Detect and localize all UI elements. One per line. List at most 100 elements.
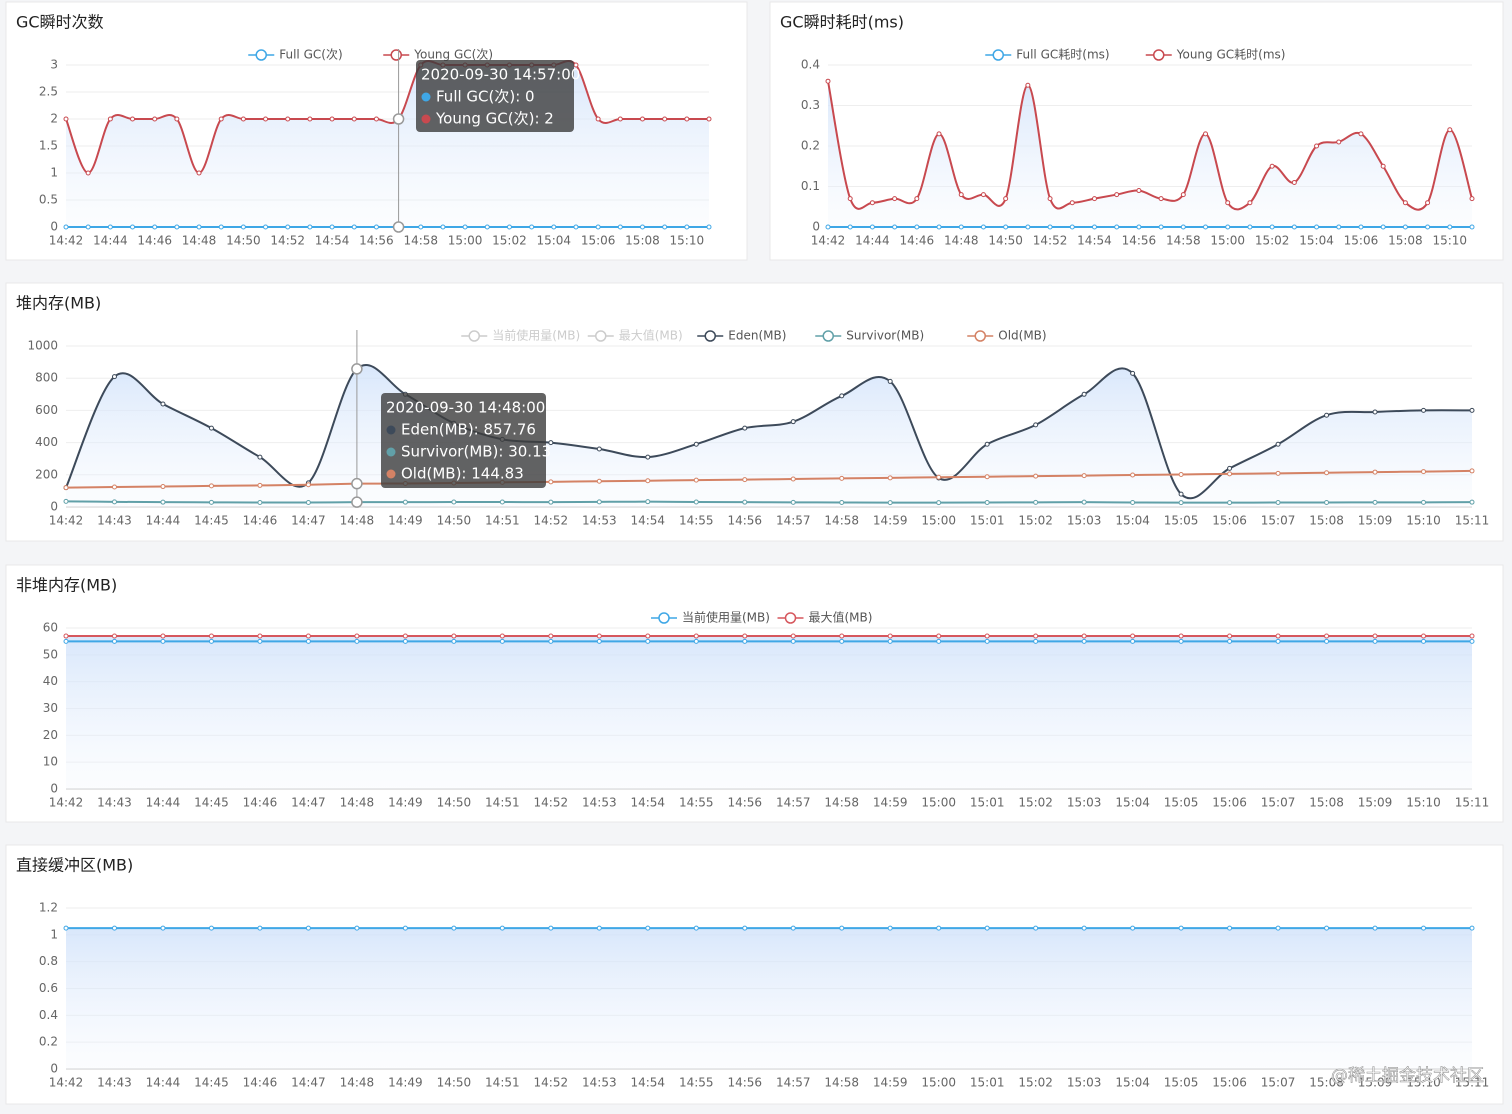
point (1130, 633, 1136, 639)
point (1447, 127, 1453, 133)
point (107, 116, 113, 122)
point (174, 116, 180, 122)
point (1291, 179, 1297, 185)
point (617, 224, 623, 230)
y-tick-label: 0.8 (39, 954, 58, 968)
tooltip-dot (386, 425, 396, 435)
point (1130, 638, 1136, 644)
point (1421, 499, 1427, 505)
x-tick-label: 14:53 (582, 796, 617, 810)
point (257, 482, 263, 488)
point (1136, 224, 1142, 230)
legend-label: Survivor(MB) (846, 329, 924, 343)
point (63, 633, 69, 639)
legend-label: 最大值(MB) (809, 610, 873, 625)
legend-icon (704, 330, 716, 342)
point (402, 499, 408, 505)
point (1130, 925, 1136, 931)
point (980, 224, 986, 230)
x-tick-label: 14:53 (582, 514, 617, 528)
point (936, 131, 942, 137)
x-tick-label: 15:10 (1406, 1076, 1441, 1090)
tooltip-line: Survivor(MB): 30.13 (401, 443, 551, 461)
point (1469, 468, 1475, 474)
point (984, 474, 990, 480)
point (1469, 407, 1475, 413)
point (1425, 224, 1431, 230)
point (790, 476, 796, 482)
point (1136, 188, 1142, 194)
point (706, 116, 712, 122)
point (1247, 224, 1253, 230)
x-tick-label: 15:02 (1018, 1076, 1053, 1090)
x-tick-label: 14:57 (776, 796, 811, 810)
x-tick-label: 14:43 (97, 514, 132, 528)
point (1380, 224, 1386, 230)
point (1130, 472, 1136, 478)
x-tick-label: 14:52 (270, 234, 305, 248)
legend-icon (390, 49, 402, 61)
x-tick-label: 14:53 (582, 1076, 617, 1090)
x-tick-label: 15:02 (1255, 234, 1290, 248)
x-tick-label: 14:49 (388, 796, 423, 810)
point (130, 116, 136, 122)
point (354, 925, 360, 931)
x-tick-label: 14:49 (388, 1076, 423, 1090)
point (887, 500, 893, 506)
point (1372, 409, 1378, 415)
point (1247, 200, 1253, 206)
x-tick-label: 14:50 (988, 234, 1023, 248)
point (1227, 500, 1233, 506)
point (1314, 224, 1320, 230)
y-tick-label: 10 (43, 755, 58, 769)
point (402, 925, 408, 931)
legend-label: 当前使用量(MB) (682, 610, 770, 625)
point (1324, 925, 1330, 931)
point (1091, 196, 1097, 202)
x-tick-label: 15:04 (536, 234, 571, 248)
point (573, 224, 579, 230)
point (174, 224, 180, 230)
point (484, 224, 490, 230)
point (693, 633, 699, 639)
legend-label: Full GC耗时(ms) (1016, 48, 1109, 62)
x-tick-label: 15:07 (1261, 1076, 1296, 1090)
x-tick-label: 15:10 (1406, 796, 1441, 810)
point (595, 116, 601, 122)
x-tick-label: 14:47 (291, 796, 326, 810)
x-tick-label: 15:04 (1299, 234, 1334, 248)
point (596, 499, 602, 505)
x-tick-label: 15:06 (1212, 796, 1247, 810)
point (1178, 633, 1184, 639)
point (440, 224, 446, 230)
point (936, 638, 942, 644)
y-tick-label: 0.1 (801, 179, 820, 193)
y-tick-label: 30 (43, 701, 58, 715)
x-tick-label: 14:55 (679, 1076, 714, 1090)
point (529, 224, 535, 230)
x-tick-label: 14:54 (630, 1076, 665, 1090)
x-tick-label: 15:11 (1455, 796, 1490, 810)
x-tick-label: 15:06 (581, 234, 616, 248)
point (218, 224, 224, 230)
point (1081, 391, 1087, 397)
point (451, 925, 457, 931)
point (63, 485, 69, 491)
point (451, 633, 457, 639)
x-tick-label: 15:05 (1164, 1076, 1199, 1090)
y-tick-label: 1 (50, 166, 58, 180)
y-tick-label: 800 (35, 371, 58, 385)
y-tick-label: 1 (50, 927, 58, 941)
point (936, 224, 942, 230)
point (1227, 633, 1233, 639)
point (1180, 192, 1186, 198)
point (1372, 925, 1378, 931)
point (645, 925, 651, 931)
x-tick-label: 14:57 (776, 1076, 811, 1090)
point (1291, 224, 1297, 230)
y-tick-label: 1000 (27, 339, 58, 353)
x-tick-label: 15:08 (1309, 796, 1344, 810)
point (329, 116, 335, 122)
point (548, 499, 554, 505)
